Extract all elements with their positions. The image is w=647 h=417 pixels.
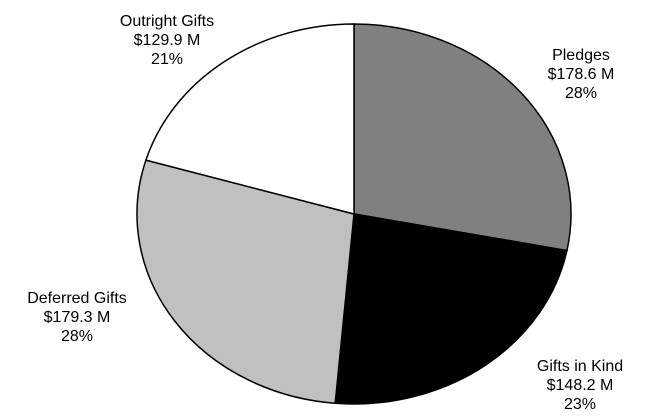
slice-label-deferred-gifts: Deferred Gifts $179.3 M 28%	[27, 289, 127, 346]
slice-amount: $179.3 M	[43, 309, 111, 326]
slice-percent: 21%	[150, 51, 184, 68]
slice-name: Outright Gifts	[119, 13, 215, 30]
slice-label-outright-gifts: Outright Gifts $129.9 M 21%	[120, 12, 214, 69]
slice-amount: $148.2 M	[546, 377, 614, 394]
slice-percent: 28%	[564, 85, 598, 102]
slice-name: Gifts in Kind	[536, 358, 624, 375]
pie-slice-outright-gifts	[144, 23, 355, 215]
slice-label-gifts-in-kind: Gifts in Kind $148.2 M 23%	[537, 357, 623, 414]
slice-percent: 23%	[563, 396, 597, 413]
pie-slice-deferred-gifts	[136, 159, 355, 405]
slice-label-pledges: Pledges $178.6 M 28%	[548, 46, 615, 103]
pie-slice-gifts-in-kind	[334, 213, 568, 405]
slice-amount: $178.6 M	[547, 66, 615, 83]
slice-name: Deferred Gifts	[27, 290, 127, 307]
slice-name: Pledges	[552, 47, 610, 64]
slice-amount: $129.9 M	[133, 32, 201, 49]
slice-percent: 28%	[60, 328, 94, 345]
pie-slice-pledges	[353, 23, 572, 252]
